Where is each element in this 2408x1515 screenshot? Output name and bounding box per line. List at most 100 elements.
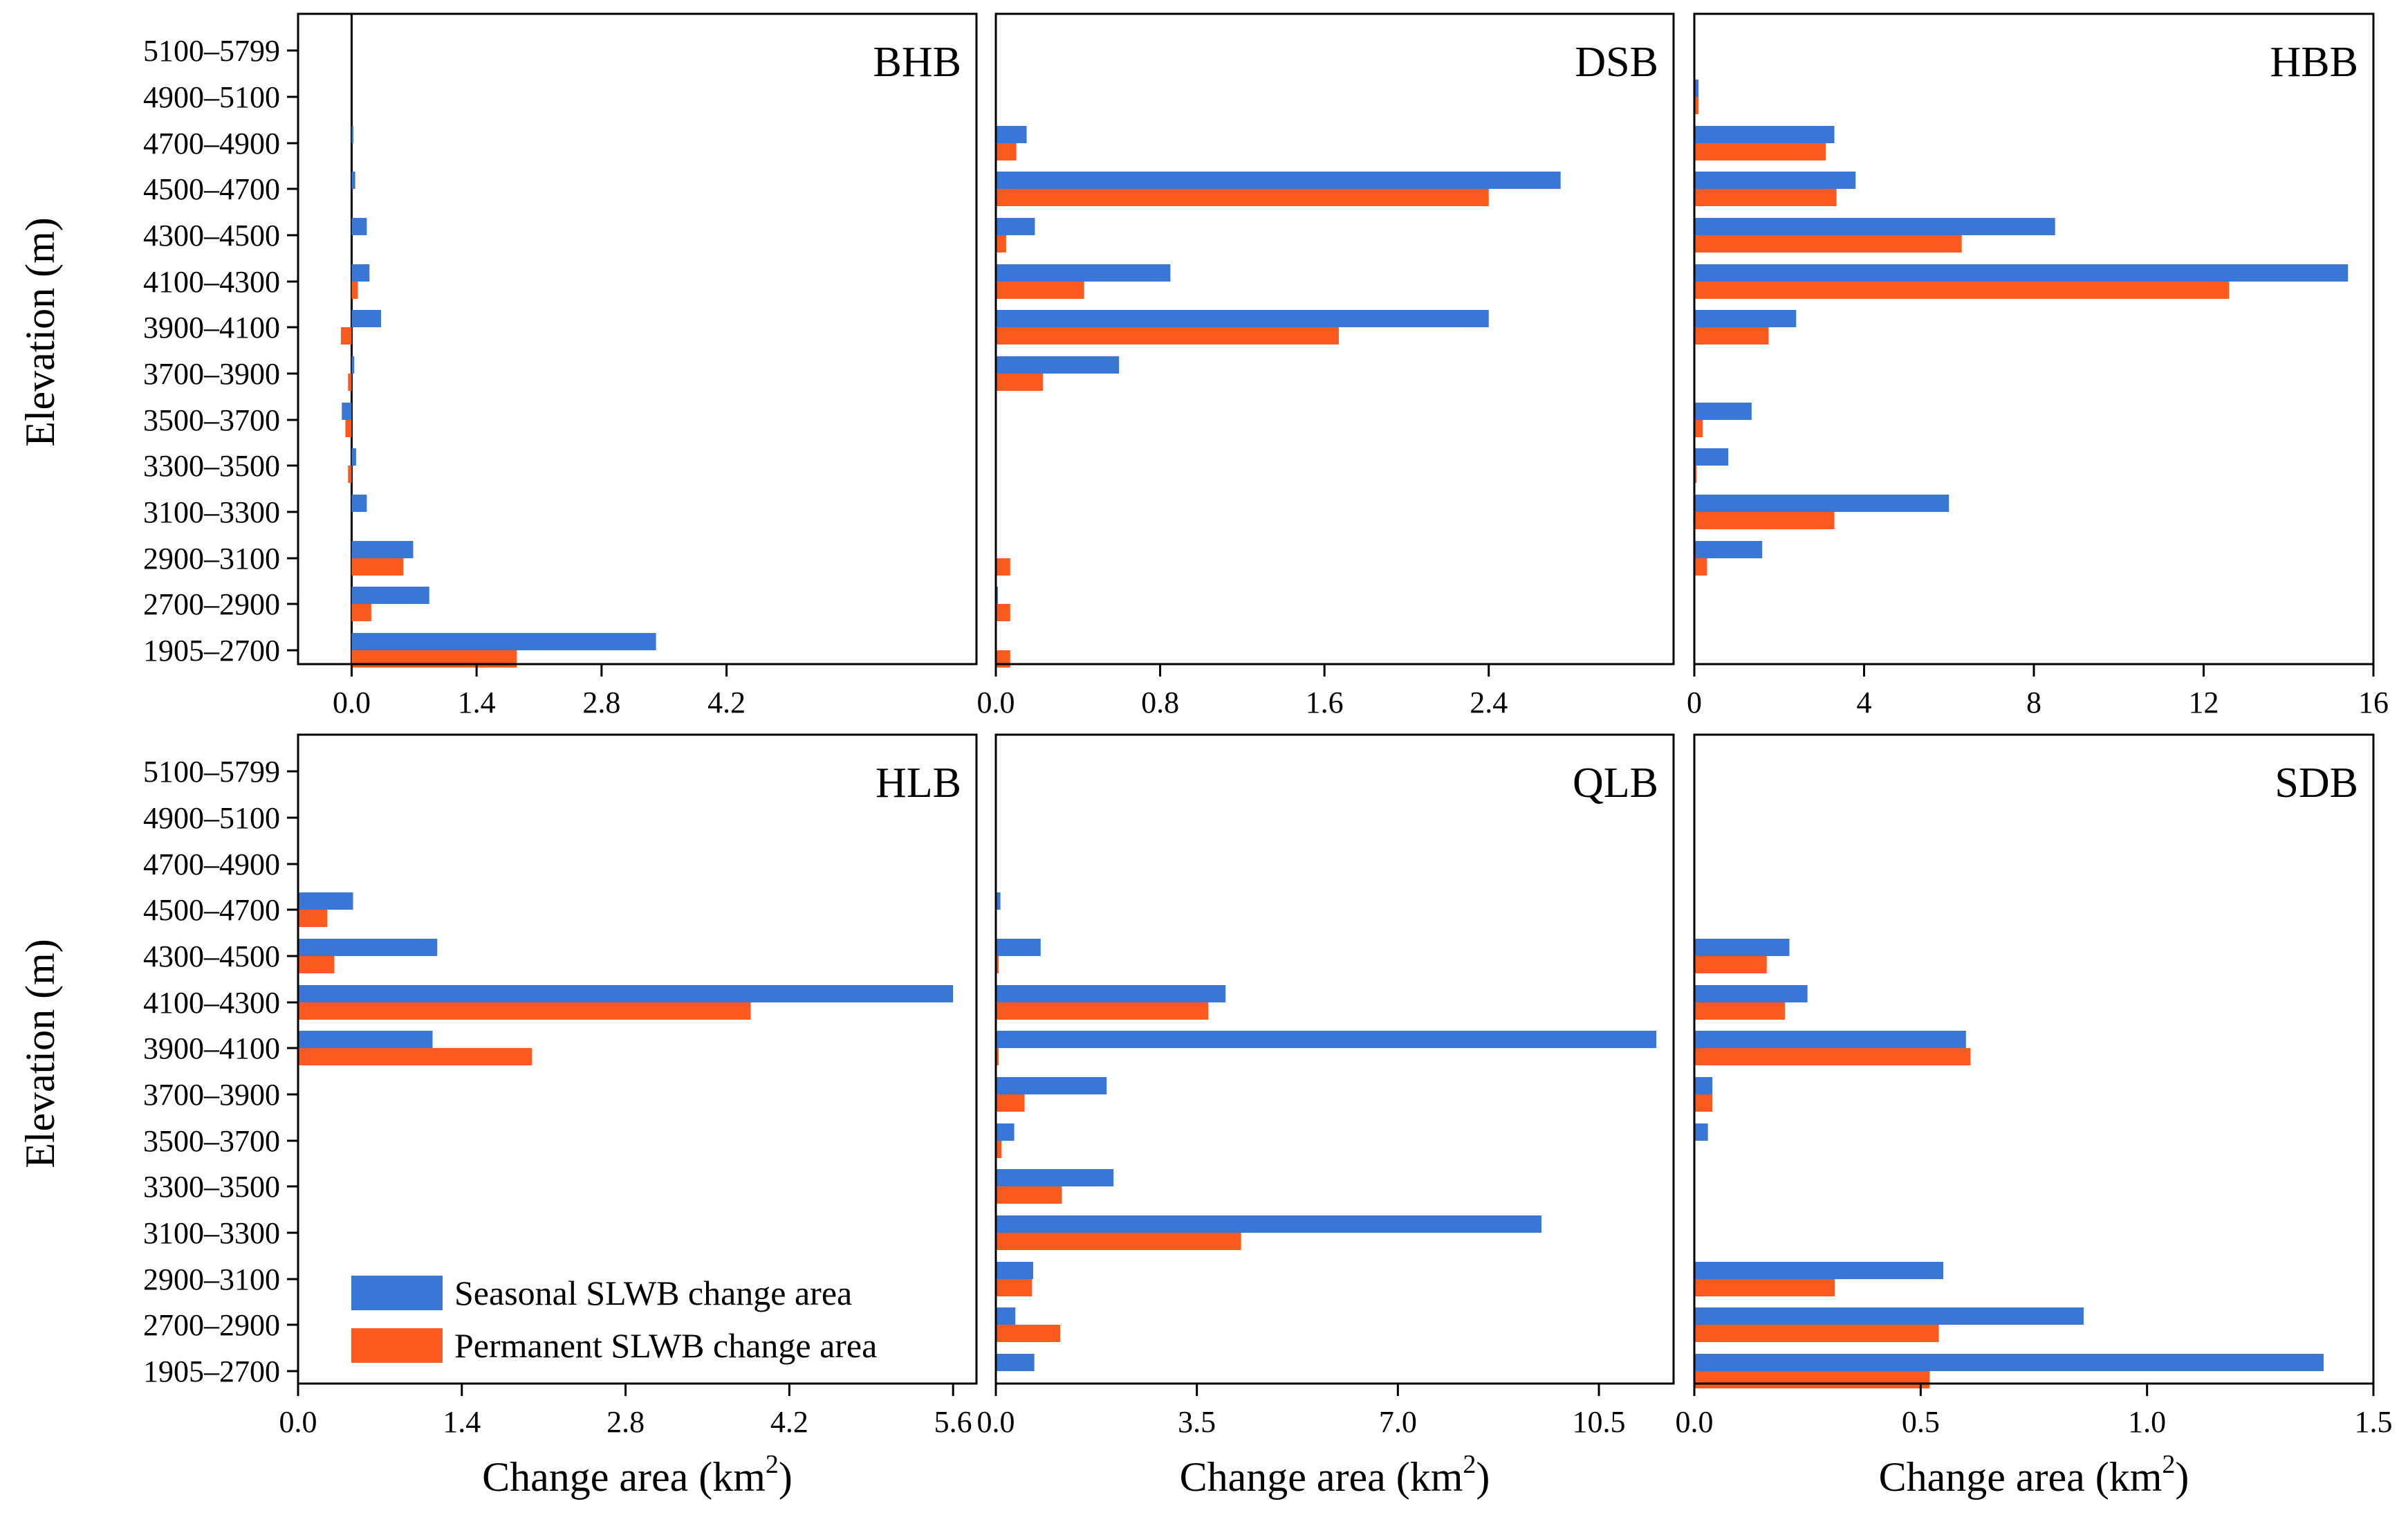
panel-title-bhb: BHB [873, 39, 961, 86]
category-label-bhb-13: 5100–5799 [143, 34, 280, 68]
category-label-hlb-5: 3500–3700 [143, 1124, 280, 1158]
bar-permanent-bhb-7 [340, 327, 352, 345]
panel-frame-qlb [994, 733, 1675, 1385]
panel-title-dsb: DSB [1575, 39, 1658, 86]
bar-permanent-sdb-2 [1694, 1279, 1835, 1296]
panel-sdb: SDB 0.0 0.5 1.0 1.5 Change area (km2) [1676, 733, 2393, 1500]
x-tick-label-hbb-3: 12 [2189, 686, 2219, 719]
x-tick-label-sdb-3: 1.5 [2355, 1405, 2393, 1439]
bar-seasonal-bhb-6 [351, 356, 355, 374]
bar-seasonal-qlb-3 [996, 1215, 1541, 1233]
category-label-hlb-9: 4300–4500 [143, 939, 280, 973]
category-label-hlb-10: 4500–4700 [143, 893, 280, 927]
category-label-bhb-4: 3300–3500 [143, 449, 280, 483]
bar-seasonal-qlb-9 [996, 939, 1041, 956]
bar-permanent-dsb-6 [996, 374, 1044, 391]
bar-permanent-dsb-10 [996, 189, 1489, 206]
category-label-hlb-8: 4100–4300 [143, 986, 280, 1020]
x-tick-label-hbb-0: 0 [1687, 686, 1702, 719]
bar-permanent-qlb-6 [996, 1094, 1025, 1112]
bar-permanent-hbb-5 [1694, 420, 1703, 437]
panel-title-hbb: HBB [2270, 39, 2358, 86]
x-tick-label-hbb-2: 8 [2026, 686, 2041, 719]
bar-permanent-hbb-12 [1694, 97, 1699, 114]
bar-seasonal-bhb-1 [351, 587, 429, 604]
bar-permanent-bhb-8 [351, 282, 358, 299]
x-tick-label-dsb-3: 2.4 [1470, 686, 1508, 719]
bar-permanent-qlb-7 [996, 1048, 999, 1065]
bar-seasonal-dsb-8 [996, 264, 1171, 282]
panels-layer: BHB 0.0 1.4 2.8 4.2 1905–2700 2700–2900 2900–31… [143, 12, 2393, 1500]
x-tick-label-sdb-0: 0.0 [1676, 1405, 1714, 1439]
bar-seasonal-hlb-10 [298, 892, 353, 910]
x-axis-title-sup: 2 [1463, 1450, 1476, 1479]
bar-seasonal-dsb-6 [996, 356, 1120, 374]
x-axis-title-sup: 2 [2162, 1450, 2175, 1479]
bar-permanent-sdb-1 [1694, 1325, 1939, 1342]
panel-title-sdb: SDB [2275, 760, 2358, 807]
category-label-hlb-0: 1905–2700 [143, 1355, 280, 1388]
bar-seasonal-hbb-12 [1694, 80, 1699, 97]
panel-frame-hbb [1693, 12, 2375, 665]
x-tick-label-bhb-0: 0.0 [333, 686, 371, 719]
legend-swatch-seasonal [351, 1276, 443, 1310]
bar-seasonal-qlb-2 [996, 1262, 1033, 1279]
category-label-bhb-1: 2700–2900 [143, 587, 280, 621]
x-axis-title-end: ) [779, 1454, 793, 1500]
category-label-bhb-5: 3500–3700 [143, 403, 280, 437]
bar-seasonal-qlb-8 [996, 985, 1226, 1002]
bar-permanent-dsb-9 [996, 235, 1006, 252]
x-tick-label-sdb-1: 0.5 [1902, 1405, 1940, 1439]
bar-seasonal-sdb-5 [1694, 1123, 1708, 1141]
legend-label-seasonal: Seasonal SLWB change area [454, 1274, 852, 1312]
bar-seasonal-hbb-3 [1694, 495, 1949, 512]
bar-permanent-hlb-7 [298, 1048, 532, 1065]
x-axis-title-base: Change area (km [1879, 1454, 2162, 1500]
bar-permanent-bhb-4 [348, 466, 352, 483]
category-label-hlb-11: 4700–4900 [143, 847, 280, 881]
bar-permanent-qlb-3 [996, 1233, 1241, 1250]
bar-seasonal-hbb-10 [1694, 172, 1856, 189]
panel-qlb: QLB 0.0 3.5 7.0 10.5 Change area (km2) [977, 733, 1675, 1500]
x-tick-label-hlb-3: 4.2 [770, 1405, 808, 1439]
category-label-hlb-13: 5100–5799 [143, 755, 280, 789]
y-axis-title-top: Elevation (m) [17, 217, 63, 447]
category-label-bhb-10: 4500–4700 [143, 172, 280, 206]
x-tick-label-dsb-0: 0.0 [977, 686, 1015, 719]
bar-permanent-hbb-4 [1694, 466, 1697, 483]
x-tick-label-dsb-2: 1.6 [1306, 686, 1344, 719]
bar-permanent-dsb-8 [996, 282, 1084, 299]
category-label-hlb-3: 3100–3300 [143, 1216, 280, 1250]
bar-seasonal-dsb-11 [996, 126, 1027, 143]
bar-permanent-qlb-5 [996, 1141, 1002, 1158]
category-label-bhb-7: 3900–4100 [143, 311, 280, 345]
bar-permanent-qlb-9 [996, 956, 999, 973]
x-tick-label-hlb-1: 1.4 [443, 1405, 481, 1439]
bar-permanent-bhb-6 [348, 374, 352, 391]
panel-frame-hlb [297, 733, 978, 1385]
category-label-hlb-4: 3300–3500 [143, 1170, 280, 1204]
bar-seasonal-hbb-4 [1694, 448, 1729, 466]
x-tick-label-qlb-1: 3.5 [1178, 1405, 1216, 1439]
bar-permanent-hbb-3 [1694, 512, 1835, 529]
category-label-bhb-8: 4100–4300 [143, 265, 280, 299]
bar-seasonal-dsb-10 [996, 172, 1561, 189]
x-tick-label-sdb-2: 1.0 [2128, 1405, 2166, 1439]
category-label-bhb-12: 4900–5100 [143, 80, 280, 114]
bar-seasonal-qlb-10 [996, 892, 1001, 910]
bar-permanent-sdb-6 [1694, 1094, 1713, 1112]
bar-seasonal-bhb-2 [351, 541, 414, 558]
category-label-bhb-9: 4300–4500 [143, 219, 280, 252]
bar-permanent-hbb-2 [1694, 558, 1707, 576]
bar-seasonal-qlb-6 [996, 1077, 1107, 1094]
x-axis-title-base: Change area (km [482, 1454, 766, 1500]
category-label-hlb-12: 4900–5100 [143, 801, 280, 835]
x-tick-label-qlb-2: 7.0 [1379, 1405, 1417, 1439]
category-label-bhb-0: 1905–2700 [143, 634, 280, 668]
bar-seasonal-bhb-8 [351, 264, 370, 282]
bar-seasonal-qlb-4 [996, 1169, 1114, 1186]
bar-seasonal-bhb-10 [351, 172, 355, 189]
bar-permanent-sdb-8 [1694, 1002, 1785, 1020]
legend: Seasonal SLWB change area Permanent SLWB… [351, 1274, 877, 1365]
panel-frame-sdb [1693, 733, 2375, 1385]
